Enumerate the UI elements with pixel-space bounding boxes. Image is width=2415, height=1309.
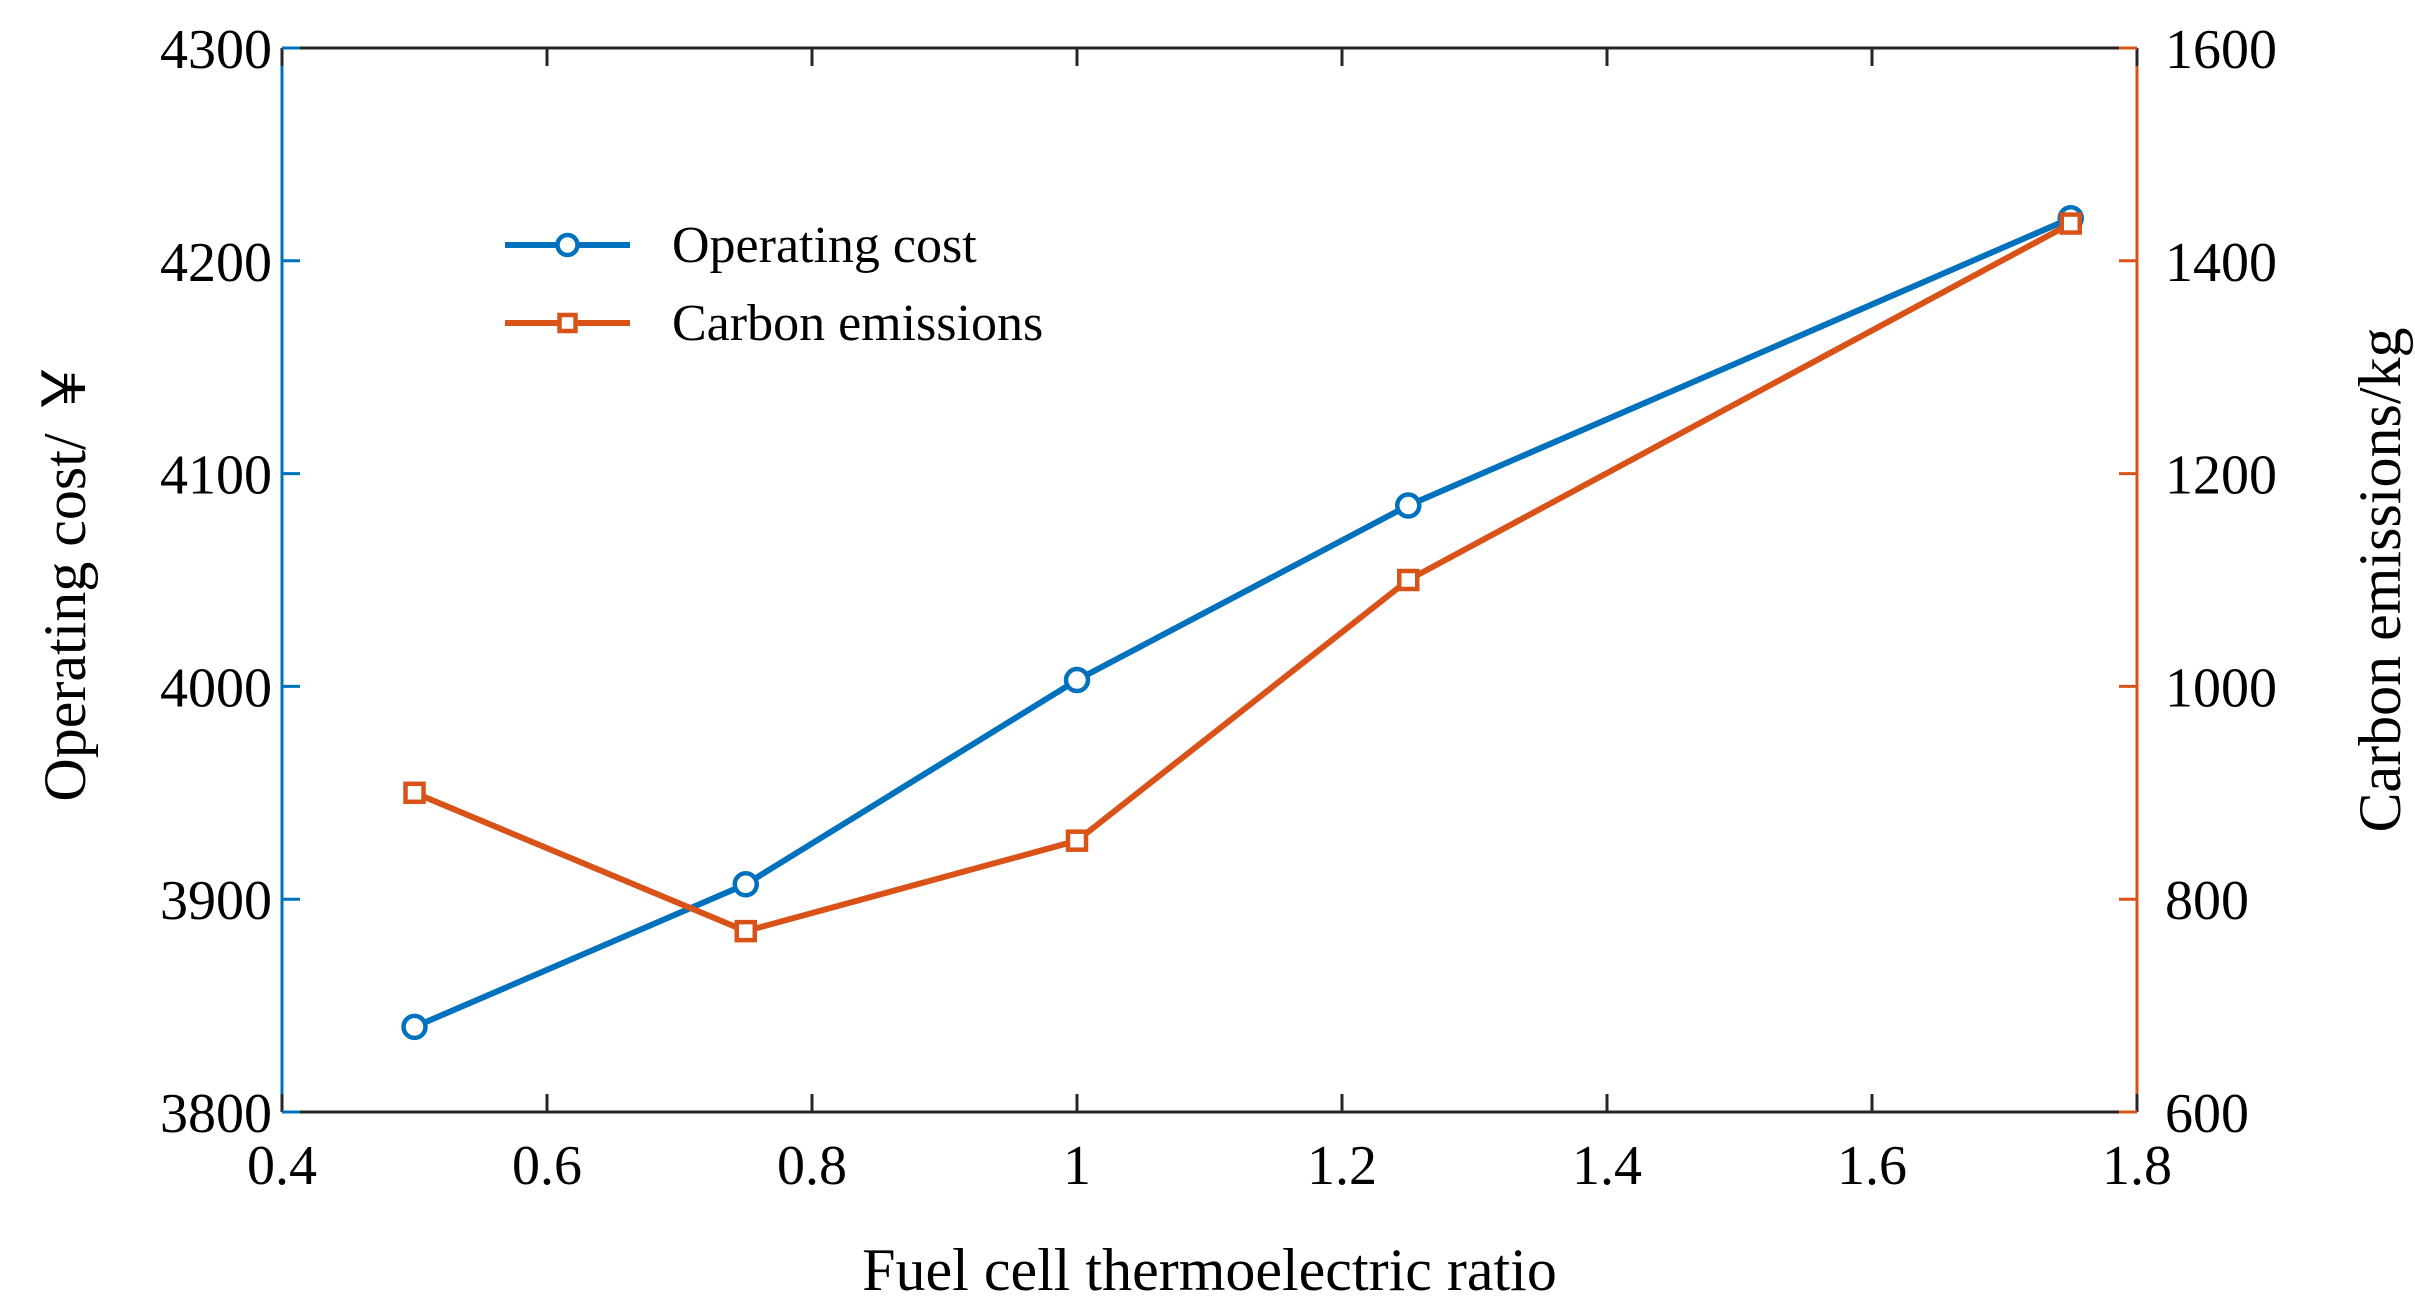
y-axis-right-label: Carbon emissions/kg: [2347, 328, 2413, 833]
data-point-carbon-emissions: [734, 919, 757, 943]
y-right-tick-label: 1600: [2165, 19, 2277, 81]
x-tick-label: 1.8: [2102, 1135, 2172, 1197]
y-left-tick-label: 4100: [160, 445, 272, 507]
y-left-tick-label: 4200: [160, 232, 272, 294]
axis-labels: Fuel cell thermoelectric ratio Operating…: [32, 328, 2413, 1304]
data-point-carbon-emissions: [2059, 212, 2082, 235]
data-point-carbon-emissions: [1397, 568, 1420, 592]
data-point-carbon-emissions: [1065, 829, 1089, 852]
x-axis-label: Fuel cell thermoelectric ratio: [862, 1237, 1557, 1303]
data-point-carbon-emissions: [403, 781, 426, 805]
y-left-tick-label: 4000: [160, 657, 272, 719]
data-point-operating-cost: [401, 1013, 428, 1041]
y-axis-left-label: Operating cost/ ￥: [32, 358, 98, 801]
legend-label: Operating cost: [672, 217, 977, 274]
x-tick-label: 1: [1063, 1135, 1091, 1197]
series-layer: [401, 204, 2084, 1041]
y-left-tick-label: 3900: [160, 870, 272, 932]
axes: 0.4 0.6 0.8 1 1.2 1.4 1.6 1.8 3800 3900 4000 4100 42…: [160, 19, 2277, 1197]
x-tick-label: 1.4: [1572, 1135, 1642, 1197]
data-point-operating-cost: [1395, 492, 1422, 519]
y-left-tick-label: 3800: [160, 1083, 272, 1145]
x-tick-label: 0.4: [247, 1135, 317, 1197]
legend: Operating cost Carbon emissions: [505, 217, 1043, 352]
legend-marker: [557, 312, 578, 334]
data-point-operating-cost: [1063, 666, 1091, 694]
x-tick-label: 0.8: [777, 1135, 847, 1197]
y-right-tick-label: 1400: [2165, 232, 2277, 294]
y-left-tick-label: 4300: [160, 19, 272, 81]
y-right-tick-label: 1000: [2165, 657, 2277, 719]
x-tick-label: 0.6: [512, 1135, 582, 1197]
legend-marker: [555, 232, 580, 258]
y-right-tick-label: 1200: [2165, 445, 2277, 507]
y-right-tick-label: 800: [2165, 870, 2249, 932]
legend-label: Carbon emissions: [672, 295, 1043, 352]
series-line-carbon-emissions: [413, 220, 2073, 935]
series-line-operating-cost: [413, 215, 2072, 1030]
data-point-operating-cost: [732, 871, 759, 898]
x-tick-label: 1.6: [1837, 1135, 1907, 1197]
x-tick-label: 1.2: [1307, 1135, 1377, 1197]
y-right-tick-label: 600: [2165, 1083, 2249, 1145]
